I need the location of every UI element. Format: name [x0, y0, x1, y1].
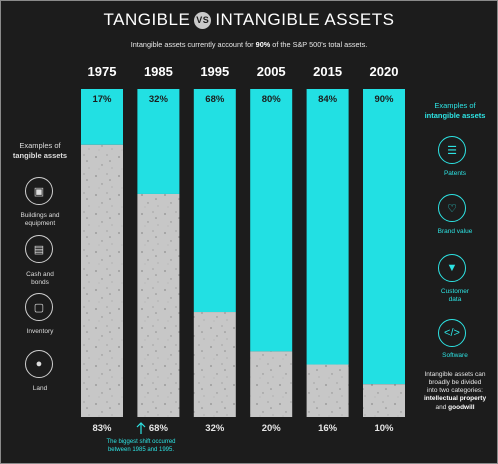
tangible-item-inventory: Inventory: [26, 328, 54, 335]
bar-intangible: [193, 89, 236, 313]
intangible-item-brand: Brand value: [437, 228, 473, 235]
tangible-item-buildings: Buildings and equipment: [20, 212, 60, 228]
intangible-footnote: Intangible assets can broadly be divided…: [423, 371, 487, 411]
tangible-value-label: 16%: [318, 423, 338, 434]
arrow-up-icon: [136, 422, 146, 434]
intangible-value-label: 90%: [374, 94, 394, 105]
bar-tangible: [81, 144, 123, 417]
tangible-value-label: 83%: [92, 423, 112, 434]
tangible-item-land: Land: [32, 385, 48, 392]
code-icon: </>: [438, 319, 466, 347]
funnel-icon: ▼: [438, 254, 466, 282]
document-icon: ☰: [438, 136, 466, 164]
intangible-item-customer-data: Customer data: [440, 288, 470, 304]
title-tangible: TANGIBLE: [103, 10, 191, 29]
subtitle: Intangible assets currently account for …: [1, 40, 497, 49]
box-icon: ▢: [25, 293, 53, 321]
tangible-item-cash: Cash and bonds: [26, 271, 54, 287]
year-label: 2015: [313, 64, 342, 79]
intangible-value-label: 68%: [205, 94, 225, 105]
intangible-value-label: 32%: [149, 94, 169, 105]
subtitle-highlight: 90%: [255, 40, 271, 49]
factory-icon: ▣: [25, 177, 53, 205]
tangible-value-label: 10%: [374, 423, 394, 434]
intangible-value-label: 80%: [262, 94, 282, 105]
subtitle-text: Intangible assets currently account for: [130, 40, 256, 49]
tangible-heading: Examples of tangible assets: [9, 141, 71, 161]
shift-note-line2: between 1985 and 1995.: [107, 446, 175, 453]
bar-tangible: [363, 384, 405, 417]
bar-intangible: [363, 89, 405, 385]
page-title: TANGIBLE VS INTANGIBLE ASSETS: [1, 9, 497, 31]
intangible-item-patents: Patents: [443, 170, 467, 177]
bar-intangible: [306, 89, 349, 365]
intangible-value-label: 84%: [318, 94, 338, 105]
year-label: 2020: [370, 64, 399, 79]
tangible-heading-line1: Examples of: [19, 141, 61, 150]
year-label: 1995: [200, 64, 229, 79]
shift-note-line1: The biggest shift occurred: [106, 439, 176, 445]
year-label: 1975: [88, 64, 117, 79]
shift-note: The biggest shift occurred between 1985 …: [91, 439, 191, 454]
vs-badge: VS: [194, 11, 212, 29]
intangible-heading-line2: intangible assets: [424, 110, 486, 120]
bar-tangible: [250, 351, 293, 417]
bar-tangible: [137, 193, 180, 417]
bar-intangible: [137, 89, 180, 194]
location-pin-icon: ●: [25, 350, 53, 378]
tangible-heading-line2: tangible assets: [12, 150, 68, 160]
intangible-item-software: Software: [442, 352, 468, 359]
intangible-value-label: 17%: [92, 94, 112, 105]
title-intangible: INTANGIBLE ASSETS: [215, 10, 395, 29]
tangible-value-label: 20%: [262, 423, 282, 434]
intangible-heading-line1: Examples of: [434, 101, 476, 110]
cash-icon: ▤: [25, 235, 53, 263]
year-label: 2005: [257, 64, 286, 79]
subtitle-text-end: of the S&P 500's total assets.: [270, 40, 368, 49]
heart-icon: ♡: [438, 194, 466, 222]
bar-intangible: [81, 89, 123, 145]
year-label: 1985: [144, 64, 173, 79]
bar-intangible: [250, 89, 293, 352]
intangible-heading: Examples of intangible assets: [419, 101, 491, 121]
bar-tangible: [193, 312, 236, 417]
bar-tangible: [306, 364, 349, 417]
tangible-value-label: 68%: [149, 423, 169, 434]
tangible-value-label: 32%: [205, 423, 225, 434]
